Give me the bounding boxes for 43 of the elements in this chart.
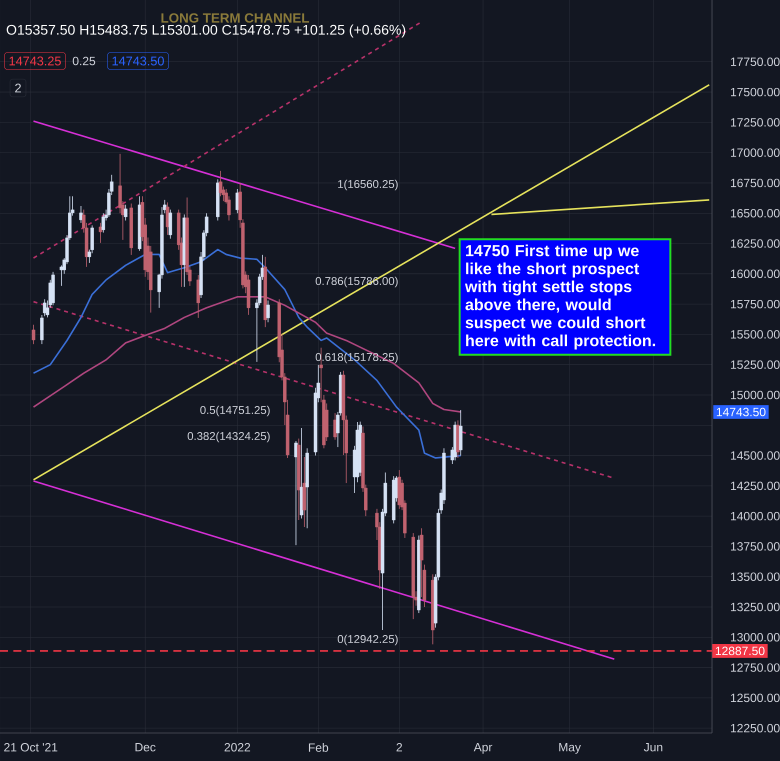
annotation: 14743.50 — [112, 56, 164, 66]
annotation: 0.25 — [72, 56, 96, 66]
y-tick-label: 14250.00 — [730, 482, 780, 490]
y-tick-label: 13500.00 — [730, 572, 780, 581]
y-tick-label: 16250.00 — [730, 239, 780, 248]
y-tick-label: 15000.00 — [730, 390, 780, 400]
ref-line-label: 12887.50 — [716, 646, 765, 656]
y-tick-label: 16500.00 — [730, 208, 780, 218]
y-tick-label: 14500.00 — [730, 451, 780, 460]
x-tick-label: Jun — [644, 743, 662, 752]
y-tick-label: 17000.00 — [730, 148, 780, 157]
x-tick-label: 2022 — [224, 743, 250, 752]
x-tick-label: Apr — [474, 743, 492, 754]
x-tick-label: 2 — [396, 743, 402, 752]
annotation: 14743.25 — [10, 56, 61, 66]
annotation: 2 — [15, 84, 21, 92]
x-tick-label: 21 Oct '21 — [4, 743, 58, 752]
y-tick-label: 17500.00 — [730, 88, 780, 96]
y-tick-label: 13250.00 — [730, 602, 780, 612]
y-tick-label: 16750.00 — [730, 178, 780, 188]
y-tick-label: 14000.00 — [730, 512, 780, 520]
y-tick-label: 13750.00 — [730, 542, 780, 551]
y-tick-label: 12500.00 — [730, 694, 780, 702]
text: O15357.50 H15483.75 L15301.00 C15478.75 +101.25 (+0.66%) — [6, 24, 406, 38]
annotation: 0.5(14751.25) — [200, 406, 270, 416]
y-tick-label: 16000.00 — [730, 270, 780, 278]
annotation: 14750 First time up we like the short prospect with tight settle stops above there, would suspect we could short here with call protection. — [464, 244, 656, 350]
x-tick-label: Dec — [136, 743, 156, 752]
y-tick-label: 15500.00 — [730, 330, 780, 339]
x-tick-label: Feb — [308, 743, 328, 752]
annotation: LONG TERM CHANNEL — [161, 13, 310, 23]
y-tick-label: 15250.00 — [730, 360, 780, 369]
annotation: 0(12942.25) — [338, 634, 398, 646]
text: 14743.50 — [716, 408, 766, 416]
y-tick-label: 15750.00 — [730, 300, 780, 308]
y-tick-label: 17250.00 — [730, 118, 780, 127]
y-tick-label: 12750.00 — [730, 663, 780, 672]
x-tick-label: May — [559, 743, 581, 754]
annotation: 0.382(14324.25) — [188, 432, 270, 442]
y-tick-label: 17750.00 — [730, 58, 780, 66]
y-tick-label: 12250.00 — [730, 724, 780, 732]
y-tick-label: 13000.00 — [730, 633, 780, 642]
annotation: 1(16560.25) — [338, 180, 398, 190]
